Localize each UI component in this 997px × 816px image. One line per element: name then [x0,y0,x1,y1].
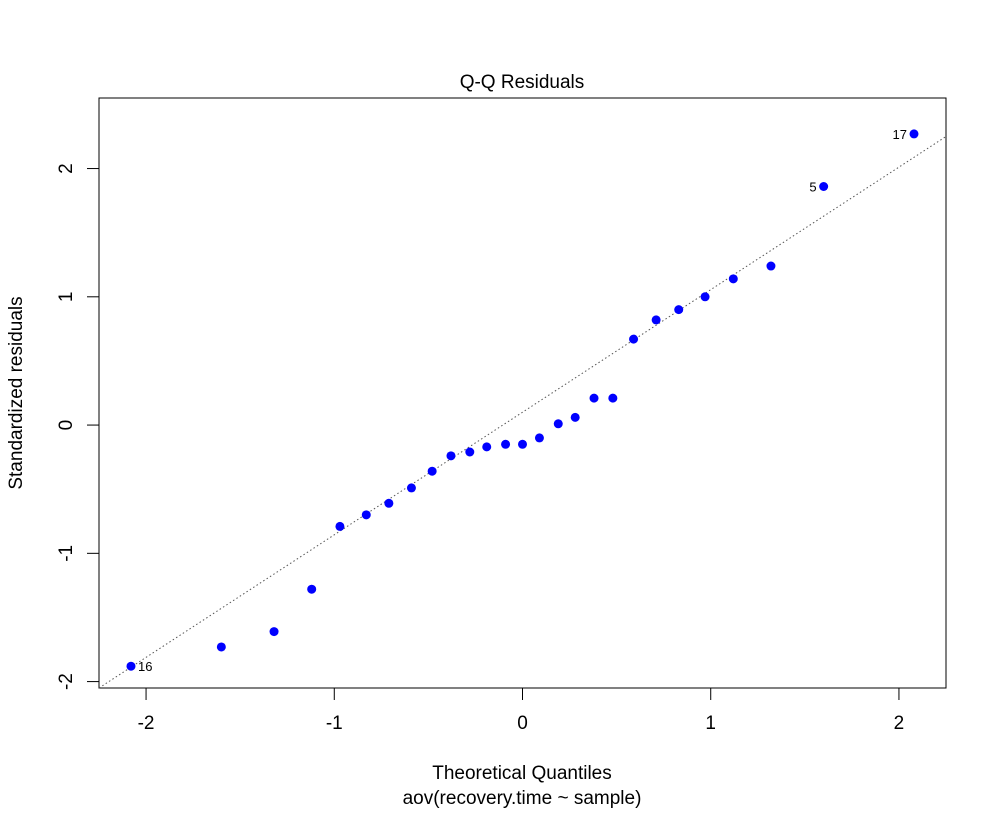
data-point [361,510,371,520]
x-tick-label: 2 [894,713,905,734]
data-point [570,412,580,422]
y-axis-label: Standardized residuals [6,296,27,489]
data-point [307,584,317,594]
data-point [651,315,661,325]
point-label: 16 [138,659,152,674]
y-tick-label: 0 [56,420,77,431]
data-point [819,182,829,191]
data-point [384,498,394,508]
reference-line-layer [98,136,947,689]
x-tick-label: 0 [517,713,528,734]
x-axis: -2 -1 0 1 2 [138,687,905,734]
data-point [427,466,437,476]
x-tick-label: 1 [705,713,716,734]
data-point [909,129,919,139]
plot-frame [98,97,947,689]
data-point [465,447,475,457]
data-point [269,627,279,637]
reference-line [98,136,947,689]
x-tick-label: -2 [138,713,155,734]
chart-title: Q-Q Residuals [460,72,585,93]
data-point [216,642,226,652]
data-point [518,439,527,449]
y-axis: -2 -1 0 1 2 [56,163,100,690]
y-tick-label: -2 [56,673,77,690]
data-point [674,305,684,315]
x-axis-label: Theoretical Quantiles [432,763,612,784]
data-point [553,419,563,429]
point-label: 5 [809,180,816,195]
data-point [589,393,599,403]
data-point [335,521,345,531]
data-point [700,292,710,302]
y-tick-label: -1 [56,545,77,562]
point-label: 17 [893,127,907,142]
y-tick-label: 1 [56,292,77,303]
x-axis-subtitle: aov(recovery.time ~ sample) [403,788,642,809]
y-tick-label: 2 [56,163,77,174]
data-point [766,261,776,271]
data-point [501,439,511,449]
data-point [534,433,544,443]
x-tick-label: -1 [326,713,343,734]
point-labels-layer: 16 5 17 [138,127,907,674]
data-point [629,334,639,344]
data-point [608,393,618,403]
data-point [482,442,492,452]
data-point [728,274,738,284]
points-layer [126,129,919,671]
data-point [126,661,136,671]
data-point [446,451,456,461]
data-point [406,483,416,493]
